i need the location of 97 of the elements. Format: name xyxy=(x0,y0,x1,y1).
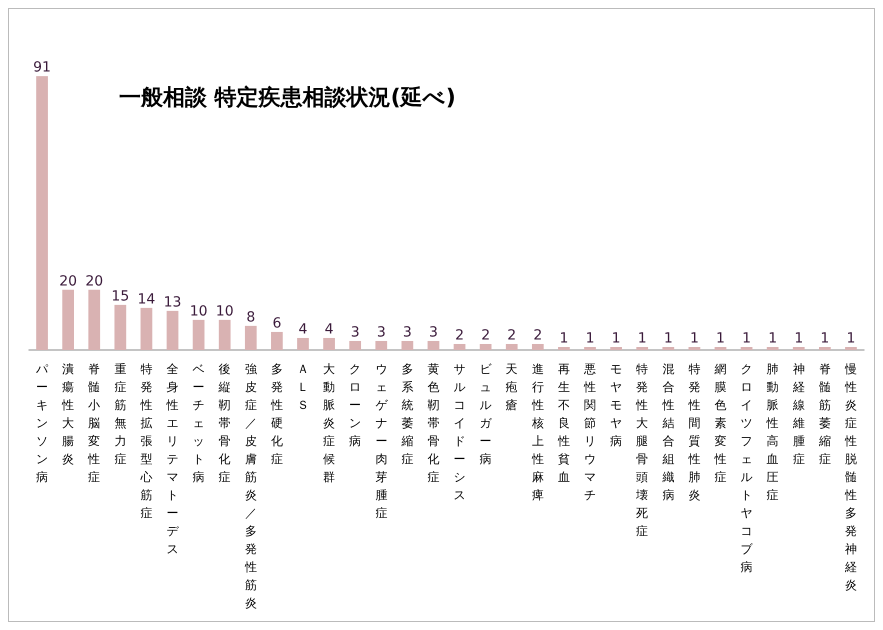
data-label: 1 xyxy=(559,330,568,347)
x-tick-label: 特発性間質性肺炎 xyxy=(687,362,700,502)
x-tick-label: モヤモヤ病 xyxy=(610,362,622,448)
bar xyxy=(506,344,518,350)
bar xyxy=(766,346,779,350)
bar xyxy=(480,344,492,350)
x-tick-label: 後縦靭帯骨化症 xyxy=(218,362,231,484)
category-label: ウェゲナー肉芽腫症 xyxy=(375,362,388,520)
data-label: 1 xyxy=(846,330,856,347)
x-tick-label: 神経線維腫症 xyxy=(792,362,805,466)
bar xyxy=(636,346,648,350)
bar xyxy=(845,346,857,350)
bar xyxy=(62,290,74,350)
bar xyxy=(166,310,178,350)
data-label: 14 xyxy=(138,292,156,308)
bar xyxy=(114,304,126,350)
x-tick-label: 悪性関節リウマチ xyxy=(583,362,596,502)
bar xyxy=(818,346,831,350)
bar xyxy=(244,326,257,350)
data-label: 20 xyxy=(59,273,78,290)
data-label: 1 xyxy=(742,330,752,347)
x-tick-label: 脊髄筋萎縮症 xyxy=(818,362,831,466)
category-label: 全身性エリテマトーデス xyxy=(166,362,179,556)
data-label: 20 xyxy=(85,273,104,290)
bar xyxy=(271,332,283,350)
data-label: 1 xyxy=(690,330,699,347)
data-label: 91 xyxy=(33,60,51,76)
bar xyxy=(297,338,309,350)
data-label: 4 xyxy=(298,322,308,338)
data-label: 13 xyxy=(164,294,182,311)
bar xyxy=(36,76,48,350)
x-tick-label: 多発性硬化症 xyxy=(270,362,283,466)
data-label: 1 xyxy=(612,330,621,347)
category-label: クロイツフェルトヤコブ病 xyxy=(740,362,753,574)
bar xyxy=(714,346,726,350)
x-tick-label: 網膜色素変性症 xyxy=(713,362,726,484)
x-tick-label: 多系統萎縮症 xyxy=(400,362,414,466)
x-tick-label: 黄色靭帯骨化症 xyxy=(427,362,440,484)
x-tick-label: 重症筋無力症 xyxy=(114,362,126,466)
data-label: 3 xyxy=(350,324,360,341)
data-label: 15 xyxy=(111,288,130,304)
data-label: 2 xyxy=(455,328,464,344)
x-tick-label: 大動脈炎症候群 xyxy=(323,362,336,484)
data-label: 1 xyxy=(820,330,830,347)
bar xyxy=(662,346,674,350)
bar xyxy=(454,344,466,350)
x-tick-label: 混合性結合組織病 xyxy=(661,362,674,502)
bar xyxy=(558,346,570,350)
x-tick-label: サルコイドーシス xyxy=(454,362,466,502)
bar xyxy=(218,320,231,350)
category-label: 強皮症／皮膚筋炎／多発性筋炎 xyxy=(244,362,257,610)
bar xyxy=(610,346,622,350)
data-label: 3 xyxy=(402,324,412,341)
data-label: 1 xyxy=(638,330,647,347)
x-tick-label: 進行性核上性麻痺 xyxy=(530,362,544,502)
data-label: 3 xyxy=(376,324,386,341)
category-label: 特発性拡張型心筋症 xyxy=(140,362,152,520)
data-label: 10 xyxy=(190,304,208,320)
bar xyxy=(140,308,152,350)
x-tick-label: 天疱瘡 xyxy=(506,362,518,412)
category-label: 慢性炎症性脱髄性多発神経炎 xyxy=(844,362,857,592)
text: 一般相談 特定疾患相談状況(延べ) xyxy=(119,84,456,111)
category-label: 特発性大腿骨頭壊死症 xyxy=(636,362,648,538)
bar xyxy=(532,344,544,350)
data-label: 3 xyxy=(428,324,438,341)
bar xyxy=(88,290,100,350)
x-tick-label: パーキンソン病 xyxy=(35,362,50,484)
x-tick-label: 脊髄小脳変性症 xyxy=(87,362,100,484)
data-label: 8 xyxy=(246,310,256,326)
x-tick-label: 再生不良性貧血 xyxy=(556,362,570,484)
bar xyxy=(349,340,362,350)
data-label: 2 xyxy=(507,328,516,344)
data-label: 2 xyxy=(481,328,490,344)
x-tick-label: 潰瘍性大腸炎 xyxy=(61,362,74,466)
bar xyxy=(584,346,596,350)
bar xyxy=(401,340,414,350)
data-label: 4 xyxy=(324,322,334,338)
x-tick-label: クローン病 xyxy=(349,362,362,448)
data-label: 1 xyxy=(716,330,725,347)
data-label: 10 xyxy=(216,304,234,320)
bar xyxy=(740,346,752,350)
data-label: 1 xyxy=(664,330,673,347)
data-label: 2 xyxy=(533,328,542,344)
bar xyxy=(375,340,388,350)
data-label: 1 xyxy=(768,330,778,347)
data-label: 1 xyxy=(586,330,594,347)
x-tick-label: ビュルガー病 xyxy=(480,362,493,466)
bar xyxy=(192,320,204,350)
x-tick-label: ベーチェット病 xyxy=(192,362,205,484)
data-label: 6 xyxy=(272,316,282,332)
data-label: 1 xyxy=(794,330,804,347)
bar xyxy=(323,338,335,350)
x-tick-label: ＡＬＳ xyxy=(296,362,309,412)
bar xyxy=(428,340,440,350)
bar xyxy=(792,346,805,350)
x-tick-label: 肺動脈性高血圧症 xyxy=(766,362,779,502)
bar xyxy=(688,346,700,350)
